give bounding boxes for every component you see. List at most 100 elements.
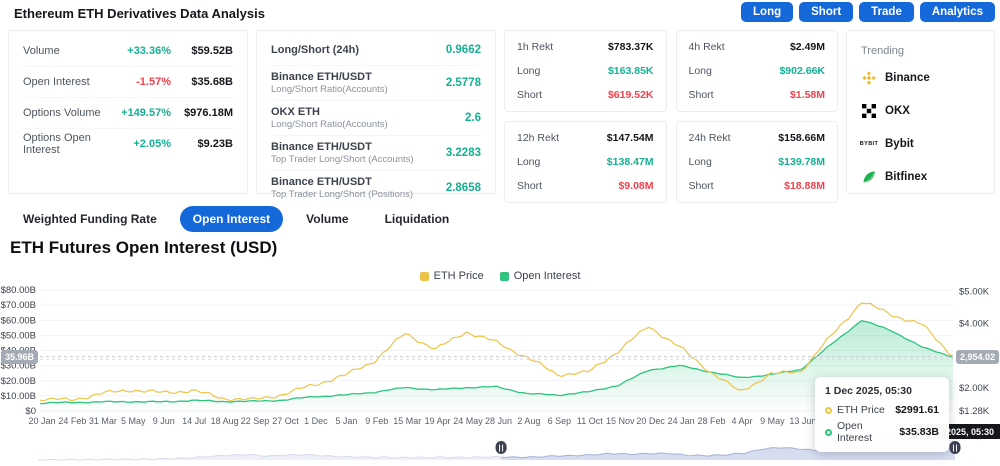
rekt-short-value: $1.58M	[789, 89, 825, 101]
x-axis-tick: 24 Jan	[668, 416, 695, 426]
x-axis-tick: 22 Sep	[241, 416, 270, 426]
ratio-sublabel: Top Trader Long/Short (Accounts)	[271, 154, 414, 165]
ratio-sublabel: Top Trader Long/Short (Positions)	[271, 189, 414, 200]
ratio-labels: Binance ETH/USDT Top Trader Long/Short (P…	[271, 176, 446, 200]
right-axis-tick: $2.00K	[959, 383, 990, 394]
rekt-title: 4h Rekt	[688, 41, 725, 53]
legend-label: Open Interest	[513, 270, 581, 282]
navigator-right-handle[interactable]	[949, 441, 961, 454]
trending-item-label: OKX	[885, 104, 910, 117]
legend-item-open-interest[interactable]: Open Interest	[499, 270, 581, 282]
long-short-ratio-card: Long/Short (24h) 0.9662 Binance ETH/USDT Lo…	[256, 30, 496, 200]
stat-change: +2.05%	[133, 138, 171, 150]
rekt-short-label: Short	[688, 180, 714, 192]
rekt-total-row: 24h Rekt $158.66M	[689, 126, 826, 150]
x-axis-tick: 19 Apr	[425, 416, 451, 426]
tab-weighted-funding-rate[interactable]: Weighted Funding Rate	[23, 212, 157, 226]
ratio-value: 3.2283	[445, 147, 481, 159]
ratio-label: Binance ETH/USDT	[271, 176, 372, 188]
rekt-long-value: $139.78M	[778, 156, 825, 168]
rekt-long-value: $902.66K	[779, 65, 825, 77]
open-interest-line[interactable]	[39, 320, 954, 405]
x-axis-tick: 13 Jun	[789, 416, 816, 426]
rekt-short-value: $9.08M	[618, 180, 654, 192]
trending-item-bybit[interactable]: BYBIT Bybit	[859, 127, 980, 160]
rekt-total-row: 12h Rekt $147.54M	[517, 126, 654, 150]
stat-row: Volume +33.36% $59.52B	[23, 35, 233, 66]
legend-label: ETH Price	[433, 270, 484, 282]
right-axis-tick: $5.00K	[959, 287, 990, 298]
trending-card: Trending Binance OKX BYBIT Bybit Bitfinex	[846, 30, 995, 194]
x-axis-tick: 9 Feb	[365, 416, 388, 426]
x-axis-tick: 1 Dec	[304, 416, 328, 426]
oi-current-badge: 35.96B	[1, 350, 39, 364]
navigator-left-handle[interactable]	[495, 441, 507, 454]
header-button-short[interactable]: Short	[799, 2, 854, 22]
stat-label: Open Interest	[23, 76, 90, 88]
left-axis-tick: $60.00B	[1, 315, 36, 326]
ratio-row: Binance ETH/USDT Top Trader Long/Short (P…	[271, 170, 481, 205]
legend-item-eth-price[interactable]: ETH Price	[419, 270, 484, 282]
x-axis-tick: 28 Jun	[485, 416, 512, 426]
rekt-title: 24h Rekt	[688, 132, 731, 144]
navigator-area[interactable]	[38, 434, 955, 461]
right-axis-tick: $4.00K	[959, 319, 990, 330]
tab-volume[interactable]: Volume	[306, 212, 349, 226]
stat-value: $35.68B	[191, 76, 233, 88]
left-axis-tick: $0	[25, 406, 36, 417]
stat-label: Options Volume	[23, 107, 101, 119]
x-axis-tick: 31 Mar	[89, 416, 117, 426]
header-button-analytics[interactable]: Analytics	[919, 2, 995, 22]
ratio-value: 0.9662	[445, 44, 481, 56]
x-axis-tick: 4 Apr	[731, 416, 752, 426]
trending-item-label: Binance	[885, 71, 930, 84]
stat-label: Volume	[23, 44, 60, 57]
x-axis-tick: 15 Mar	[393, 416, 421, 426]
tooltip-row: Open Interest $35.83B	[825, 420, 939, 444]
ratio-labels: OKX ETH Long/Short Ratio(Accounts)	[271, 106, 465, 130]
trending-item-bitfinex[interactable]: Bitfinex	[861, 160, 980, 193]
rekt-long-row: Long $139.78M	[689, 150, 826, 174]
binance-icon	[861, 70, 877, 86]
rekt-long-row: Long $163.85K	[517, 59, 654, 83]
header-button-trade[interactable]: Trade	[859, 2, 914, 22]
trending-item-label: Bybit	[885, 137, 914, 150]
bybit-icon: BYBIT	[859, 140, 879, 147]
ratio-label: Binance ETH/USDT	[271, 141, 372, 153]
x-axis-tick: 6 Sep	[548, 416, 572, 426]
tab-liquidation[interactable]: Liquidation	[384, 212, 450, 226]
chart-legend: ETH Price Open Interest	[0, 270, 1000, 282]
ratio-row: Binance ETH/USDT Top Trader Long/Short (A…	[271, 135, 481, 170]
chart-tabs: Weighted Funding Rate Open Interest Volume…	[10, 206, 462, 232]
eth-price-line[interactable]	[39, 302, 954, 402]
ratio-row: Binance ETH/USDT Long/Short Ratio(Account…	[271, 65, 481, 100]
rekt-long-label: Long	[517, 65, 541, 77]
left-axis-tick: $70.00B	[1, 300, 36, 311]
stat-value: $59.52B	[191, 44, 233, 57]
trending-item-binance[interactable]: Binance	[861, 61, 980, 94]
ratio-label: Long/Short (24h)	[271, 44, 359, 56]
stat-change: -1.57%	[136, 76, 171, 88]
rekt-total-value: $158.66M	[778, 132, 825, 144]
rekt-long-label: Long	[517, 156, 541, 168]
x-axis-tick: 9 May	[760, 416, 785, 426]
ratio-value: 2.8658	[445, 182, 481, 194]
rekt-long-label: Long	[688, 156, 712, 168]
header-button-long[interactable]: Long	[741, 2, 794, 22]
rekt-total-value: $147.54M	[606, 132, 654, 144]
trending-item-okx[interactable]: OKX	[861, 94, 980, 127]
x-axis-tick: 28 Feb	[698, 416, 726, 426]
price-current-badge: 2,954.02	[955, 350, 999, 364]
trending-item-label: Bitfinex	[885, 170, 928, 183]
stat-change: +33.36%	[127, 44, 171, 57]
oi-price-chart[interactable]: $80.00B$70.00B$60.00B$50.00B$40.00B$30.0…	[0, 285, 1000, 466]
tab-open-interest[interactable]: Open Interest	[179, 206, 284, 232]
rekt-cards-grid: 1h Rekt $783.37K Long $163.85K Short $619.52K…	[504, 30, 838, 203]
topbar: Ethereum ETH Derivatives Data Analysis L…	[0, 0, 1000, 26]
x-axis-tick: 18 Aug	[211, 416, 239, 426]
trending-title: Trending	[861, 45, 905, 57]
rekt-short-row: Short $1.58M	[689, 83, 826, 107]
ratio-value: 2.5778	[445, 77, 481, 89]
rekt-short-value: $619.52K	[607, 89, 654, 101]
